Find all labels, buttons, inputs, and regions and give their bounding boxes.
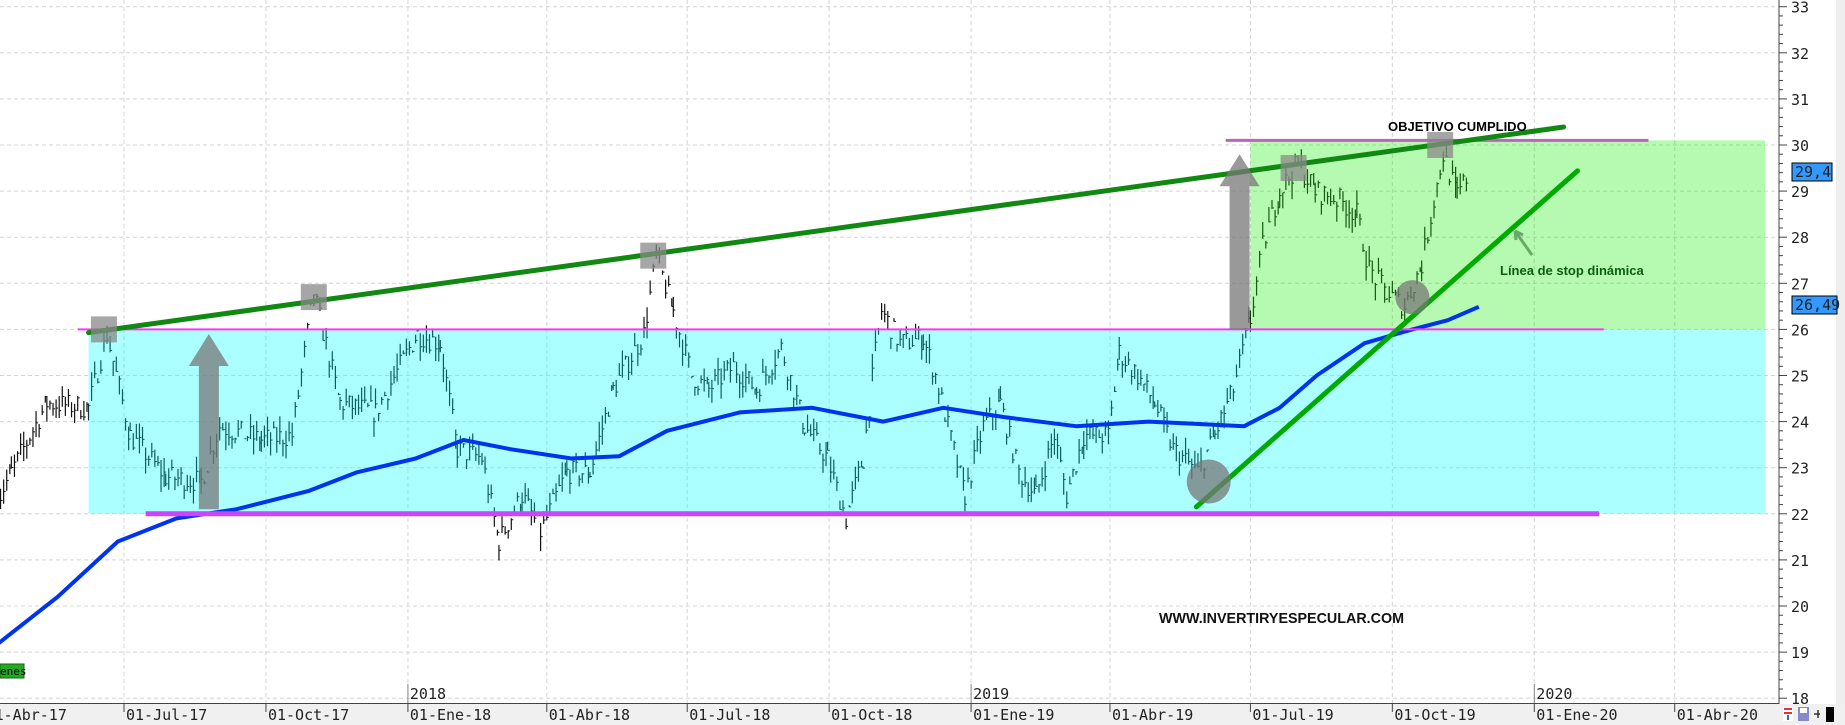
y-axis: 18 19 20 21 22 23 24 25 26 27 28 29 30 31 32 33 bbox=[1779, 0, 1809, 708]
marker-square bbox=[300, 284, 327, 311]
x-axis-panel bbox=[0, 704, 1845, 725]
y-tick-label: 25 bbox=[1791, 368, 1809, 386]
pointer-arrow-icon bbox=[1513, 229, 1534, 256]
zone-rect bbox=[88, 329, 1766, 514]
x-tick-label: 01-Abr-17 bbox=[0, 706, 67, 724]
marker-square bbox=[90, 316, 117, 343]
trendlines bbox=[86, 124, 1581, 510]
x-tick-label: 01-Ene-18 bbox=[410, 706, 491, 724]
x-tick-label: 01-Abr-18 bbox=[549, 706, 630, 724]
x-tick-label: 01-Ene-19 bbox=[973, 706, 1054, 724]
y-tick-label: 31 bbox=[1791, 91, 1809, 109]
y-tick-label: 29 bbox=[1791, 183, 1809, 201]
x-tick-label: 01-Jul-18 bbox=[689, 706, 770, 724]
marker-square bbox=[640, 242, 667, 269]
up-arrow-icon bbox=[188, 334, 229, 510]
trendline bbox=[86, 124, 1567, 336]
x-tick-label: 01-Jul-19 bbox=[1252, 706, 1333, 724]
y-tick-label: 18 bbox=[1791, 690, 1809, 708]
legend-stub-label: enes bbox=[0, 665, 27, 678]
annotation-texts: OBJETIVO CUMPLIDO Línea de stop dinámica… bbox=[1159, 119, 1645, 627]
year-label: 2018 bbox=[410, 685, 446, 703]
y-tick-label: 33 bbox=[1791, 0, 1809, 17]
year-label: 2020 bbox=[1536, 685, 1572, 703]
last-value-tags: 29,4 26,49 bbox=[1791, 162, 1840, 315]
y-tick-label: 20 bbox=[1791, 598, 1809, 616]
y-tick-label: 23 bbox=[1791, 460, 1809, 478]
window-handle[interactable] bbox=[1826, 707, 1834, 722]
x-tick-label: 01-Jul-17 bbox=[126, 706, 207, 724]
toolbar-icons bbox=[1783, 707, 1834, 722]
y-tick-label: 27 bbox=[1791, 275, 1809, 293]
y-tick-label: 19 bbox=[1791, 644, 1809, 662]
y-tick-label: 26 bbox=[1791, 321, 1809, 339]
price-bars bbox=[0, 144, 1469, 561]
marker-square bbox=[1427, 132, 1454, 158]
y-axis-strip bbox=[1836, 0, 1845, 725]
y-tick-label: 30 bbox=[1791, 137, 1809, 155]
y-tick-label: 28 bbox=[1791, 229, 1809, 247]
pin-icon[interactable] bbox=[1814, 710, 1820, 718]
up-arrow-icon bbox=[1219, 154, 1260, 330]
trendline bbox=[1193, 168, 1581, 510]
save-icon[interactable] bbox=[1798, 707, 1809, 721]
marker-circle bbox=[1395, 280, 1430, 315]
year-label: 2019 bbox=[973, 685, 1009, 703]
x-axis: 01-Abr-17 01-Jul-17 01-Oct-17 01-Ene-18 01-A… bbox=[0, 684, 1758, 724]
x-tick-label: 01-Abr-20 bbox=[1677, 706, 1758, 724]
annotation-shapes bbox=[90, 132, 1534, 510]
price-tag: 29,4 bbox=[1791, 162, 1833, 182]
x-tick-label: 01-Oct-18 bbox=[831, 706, 912, 724]
grid bbox=[0, 0, 1779, 703]
y-tick-label: 22 bbox=[1791, 506, 1809, 524]
target-label: OBJETIVO CUMPLIDO bbox=[1388, 119, 1527, 134]
x-tick-label: 01-Oct-17 bbox=[268, 706, 349, 724]
stop-line-label: Línea de stop dinámica bbox=[1500, 263, 1645, 278]
x-tick-label: 01-Abr-19 bbox=[1112, 706, 1193, 724]
legend-stub[interactable]: enes bbox=[0, 663, 27, 679]
price-tag-value: 29,4 bbox=[1795, 163, 1831, 181]
marker-square bbox=[1280, 155, 1307, 182]
watermark: WWW.INVERTIRYESPECULAR.COM bbox=[1159, 610, 1404, 627]
ma-tag-value: 26,49 bbox=[1795, 296, 1840, 314]
x-tick-label: 01-Oct-19 bbox=[1394, 706, 1475, 724]
y-tick-label: 24 bbox=[1791, 414, 1809, 432]
ma-tag: 26,49 bbox=[1791, 295, 1840, 315]
y-tick-label: 21 bbox=[1791, 552, 1809, 570]
refresh-icon[interactable] bbox=[1783, 707, 1793, 721]
moving-average-line bbox=[0, 304, 1480, 645]
marker-circle bbox=[1186, 459, 1231, 504]
moving-average bbox=[0, 304, 1480, 645]
x-tick-label: 01-Ene-20 bbox=[1536, 706, 1617, 724]
y-axis-panel bbox=[1779, 0, 1845, 725]
zones bbox=[88, 140, 1766, 514]
y-tick-label: 32 bbox=[1791, 45, 1809, 63]
